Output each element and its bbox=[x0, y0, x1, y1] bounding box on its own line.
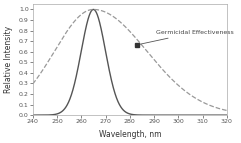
Text: Germicidal Effectiveness: Germicidal Effectiveness bbox=[140, 30, 234, 44]
X-axis label: Wavelength, nm: Wavelength, nm bbox=[99, 130, 161, 139]
Y-axis label: Relative Intensity: Relative Intensity bbox=[4, 26, 13, 93]
